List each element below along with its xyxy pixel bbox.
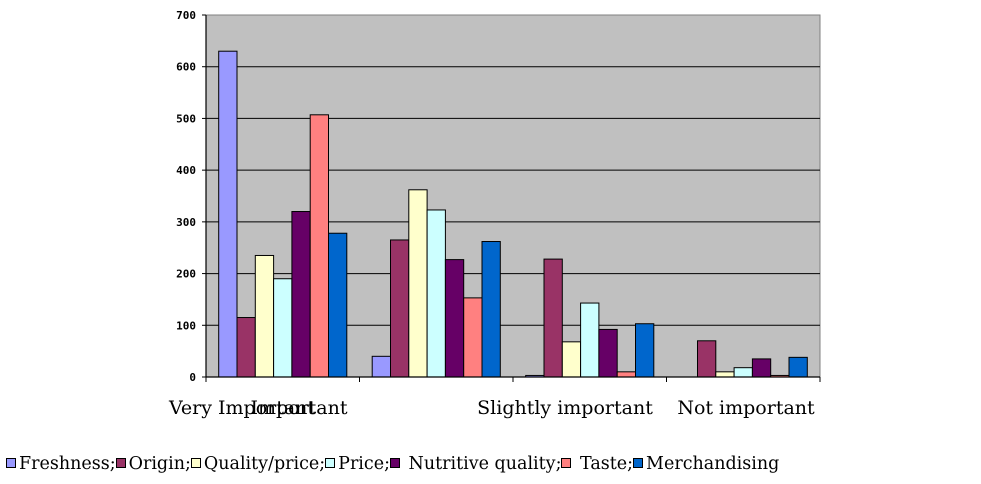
legend-swatch [633, 458, 644, 468]
bar-quality-price [715, 371, 735, 378]
y-tick-label: 400 [176, 164, 196, 177]
legend-item: Quality/price; [190, 454, 326, 474]
legend-label: Quality/price; [203, 454, 326, 474]
bar-taste [616, 371, 637, 378]
bar-merchandising [328, 232, 348, 378]
bar-nutritive-quality [291, 211, 311, 378]
bar-freshness [218, 50, 238, 378]
bar-price [733, 367, 753, 378]
bar-quality-price [254, 254, 275, 378]
legend-label: Price; [338, 454, 390, 474]
y-tick-label: 600 [176, 61, 196, 74]
bar-price [273, 278, 293, 378]
legend-item: Price; [325, 454, 390, 474]
y-tick-labels: 0 100 200 300 400 500 600 700 [176, 9, 196, 384]
legend-item: Freshness; [6, 454, 116, 474]
bar-freshness [371, 355, 392, 378]
legend-label: Nutritive quality; [402, 454, 562, 474]
legend-swatch [561, 458, 572, 468]
y-tick-label: 0 [189, 371, 196, 384]
legend-label: Freshness; [19, 454, 116, 474]
legend-swatch [115, 458, 126, 468]
legend-label: Origin; [128, 454, 191, 474]
y-tick-label: 300 [176, 216, 196, 229]
legend-item: Merchandising [633, 454, 779, 474]
category-label: Slightly important [477, 397, 653, 419]
bar-merchandising [788, 356, 808, 378]
bar-origin [390, 239, 410, 378]
legend-swatch [6, 458, 16, 468]
legend-item: Nutritive quality; [389, 454, 562, 474]
legend-swatch [325, 458, 336, 468]
legend-label: Taste; [574, 454, 634, 474]
bar-chart: 0 100 200 300 400 500 600 700 Very ImportantImp… [168, 9, 821, 419]
bar-nutritive-quality [598, 328, 618, 378]
bars [218, 50, 808, 378]
legend-label: Merchandising [646, 454, 780, 474]
legend-swatch [389, 458, 400, 468]
category-label: Not important [677, 397, 815, 419]
bar-quality-price [408, 189, 428, 378]
category-label: Important [250, 397, 347, 419]
bar-taste [463, 297, 483, 378]
y-tick-label: 100 [176, 319, 196, 332]
y-tick-label: 200 [176, 268, 196, 281]
y-tick-label: 700 [176, 9, 196, 22]
bar-price [580, 302, 600, 378]
legend-item: Taste; [561, 454, 633, 474]
bar-merchandising [635, 323, 655, 378]
legend-item: Origin; [115, 454, 191, 474]
y-tick-label: 500 [176, 112, 196, 125]
bar-taste [309, 114, 330, 378]
bar-merchandising [481, 241, 501, 378]
bar-origin [236, 317, 256, 378]
bar-origin [543, 258, 563, 378]
axes [202, 14, 821, 382]
bar-nutritive-quality [444, 259, 465, 378]
legend-swatch [190, 458, 201, 468]
category-label: Very Important [168, 397, 315, 419]
bar-price [426, 209, 446, 378]
legend: Freshness; Origin; Quality/price; Price;… [6, 454, 981, 474]
bar-nutritive-quality [751, 358, 772, 378]
bar-quality-price [561, 341, 582, 378]
bar-origin [697, 340, 717, 378]
